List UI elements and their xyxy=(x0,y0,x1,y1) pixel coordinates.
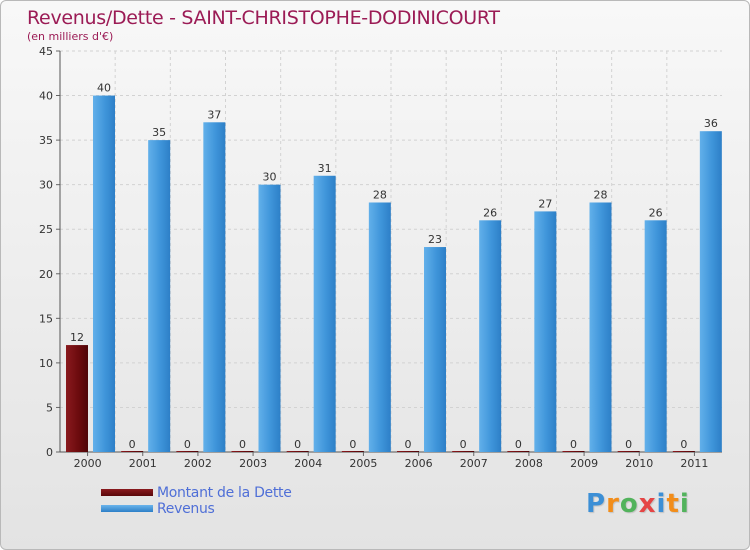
bar-dette-2009 xyxy=(562,451,585,452)
bar-dette-2002 xyxy=(176,451,199,452)
y-tick-label: 45 xyxy=(39,45,53,58)
bar-dette-2010 xyxy=(617,451,640,452)
x-tick-label: 2009 xyxy=(570,457,598,470)
bar-dette-2001 xyxy=(121,451,144,452)
value-label-dette-2000: 12 xyxy=(70,331,84,344)
bar-dette-2007 xyxy=(452,451,475,452)
bar-dette-2000 xyxy=(66,345,88,452)
bar-revenus-2009 xyxy=(589,202,612,452)
labels: 12 40 0 35 0 37 0 30 0 31 0 28 0 23 0 26 0 27 0 28 0 26 0 36 xyxy=(70,82,718,451)
bar-revenus-2005 xyxy=(368,202,391,452)
value-label-dette-2010: 0 xyxy=(625,438,632,451)
logo-letter: t xyxy=(666,489,680,519)
value-label-revenus-2009: 28 xyxy=(594,188,608,201)
legend-label-dette: Montant de la Dette xyxy=(157,485,292,501)
value-label-revenus-2008: 27 xyxy=(538,197,552,210)
bar-dette-2006 xyxy=(397,451,419,452)
x-tick-label: 2004 xyxy=(294,457,322,470)
y-tick-label: 35 xyxy=(39,134,53,147)
chart-subtitle: (en milliers d'€) xyxy=(27,30,114,43)
bar-revenus-2007 xyxy=(479,220,502,452)
value-label-dette-2008: 0 xyxy=(515,438,522,451)
value-label-dette-2007: 0 xyxy=(460,438,467,451)
bar-dette-2003 xyxy=(231,451,254,452)
logo-letter: o xyxy=(619,489,639,519)
x-tick-label: 2007 xyxy=(460,457,488,470)
value-label-revenus-2011: 36 xyxy=(704,117,718,130)
x-tick-label: 2003 xyxy=(239,457,267,470)
value-label-dette-2006: 0 xyxy=(405,438,412,451)
value-label-dette-2003: 0 xyxy=(239,438,246,451)
legend-label-revenus: Revenus xyxy=(157,501,215,517)
bar-revenus-2003 xyxy=(258,184,281,452)
bar-revenus-2008 xyxy=(534,211,557,452)
bar-revenus-2004 xyxy=(313,175,336,452)
bars xyxy=(66,95,722,453)
x-tick-label: 2001 xyxy=(129,457,157,470)
x-tick-label: 2011 xyxy=(680,457,708,470)
x-tick-label: 2006 xyxy=(405,457,433,470)
y-tick-label: 20 xyxy=(39,268,53,281)
value-label-revenus-2005: 28 xyxy=(373,188,387,201)
legend-swatch-dette xyxy=(101,489,153,496)
value-label-dette-2011: 0 xyxy=(680,438,687,451)
legend-swatch-revenus xyxy=(101,505,153,512)
bar-dette-2004 xyxy=(286,451,309,452)
x-tick-label: 2005 xyxy=(349,457,377,470)
bar-revenus-2001 xyxy=(148,140,171,452)
bar-revenus-2000 xyxy=(93,95,115,453)
bar-dette-2005 xyxy=(341,451,364,452)
value-label-revenus-2000: 40 xyxy=(97,82,111,95)
y-tick-label: 30 xyxy=(39,179,53,192)
value-label-revenus-2006: 23 xyxy=(428,233,442,246)
value-label-revenus-2003: 30 xyxy=(263,171,277,184)
logo-letter: i xyxy=(656,489,667,519)
x-tick-label: 2010 xyxy=(625,457,653,470)
value-label-revenus-2007: 26 xyxy=(483,206,497,219)
y-tick-label: 0 xyxy=(46,446,53,459)
y-tick-label: 25 xyxy=(39,223,53,236)
grid-lines xyxy=(60,50,722,452)
value-label-revenus-2010: 26 xyxy=(649,206,663,219)
value-label-dette-2001: 0 xyxy=(129,438,136,451)
value-label-revenus-2004: 31 xyxy=(318,162,332,175)
bar-dette-2011 xyxy=(672,451,695,452)
value-label-dette-2004: 0 xyxy=(294,438,301,451)
bar-revenus-2002 xyxy=(203,122,226,453)
value-label-dette-2002: 0 xyxy=(184,438,191,451)
value-label-revenus-2002: 37 xyxy=(207,108,221,121)
logo-letter: i xyxy=(679,489,690,519)
chart-title: Revenus/Dette - SAINT-CHRISTOPHE-DODINIC… xyxy=(27,7,500,29)
logo-letter: x xyxy=(638,489,657,519)
x-tick-label: 2002 xyxy=(184,457,212,470)
x-tick-label: 2008 xyxy=(515,457,543,470)
value-label-dette-2009: 0 xyxy=(570,438,577,451)
y-tick-label: 10 xyxy=(39,357,53,370)
axes: 0 5 10 15 20 25 30 35 40 45 2000 2001 2002 2003 2004 20… xyxy=(39,45,722,470)
bar-revenus-2006 xyxy=(424,247,446,452)
logo-letter: P xyxy=(586,489,607,519)
bar-dette-2008 xyxy=(507,451,530,452)
y-tick-label: 15 xyxy=(39,312,53,325)
value-label-dette-2005: 0 xyxy=(349,438,356,451)
proxiti-logo: Proxiti xyxy=(586,489,690,519)
bar-revenus-2011 xyxy=(699,131,722,452)
x-tick-label: 2000 xyxy=(74,457,102,470)
value-label-revenus-2001: 35 xyxy=(152,126,166,139)
y-tick-label: 5 xyxy=(46,401,53,414)
y-tick-label: 40 xyxy=(39,90,53,103)
logo-letter: r xyxy=(606,489,620,519)
bar-revenus-2010 xyxy=(644,220,667,452)
